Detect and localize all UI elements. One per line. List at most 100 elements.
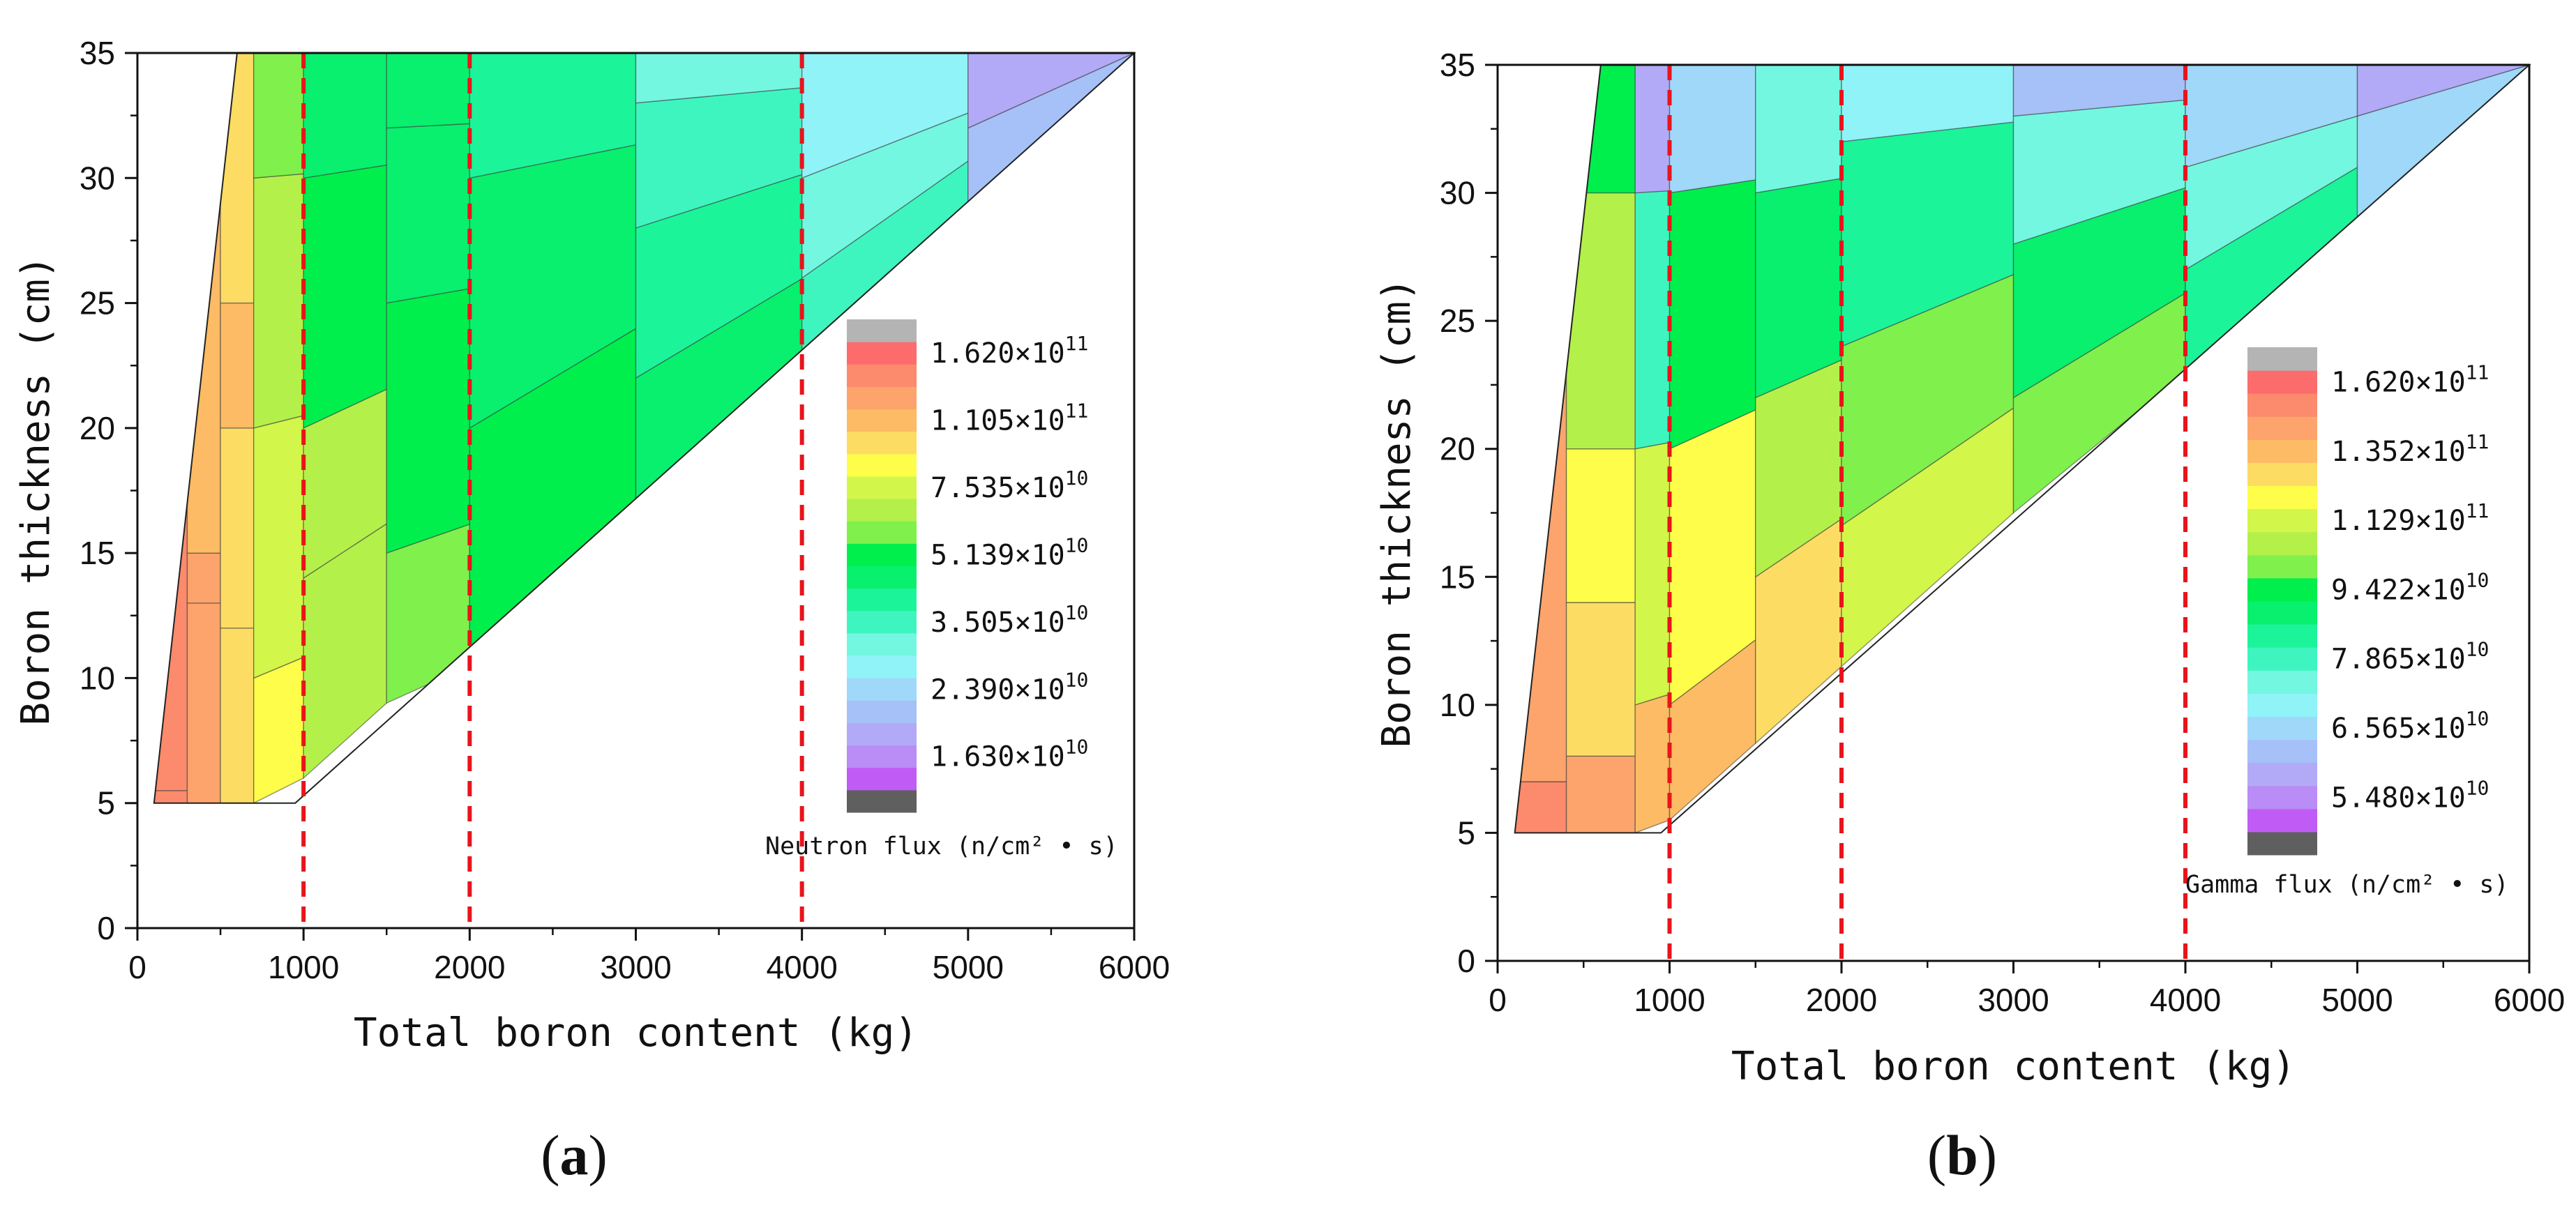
colorbar-swatch bbox=[847, 789, 917, 813]
x-tick-label: 1000 bbox=[1634, 982, 1705, 1018]
x-tick-label: 6000 bbox=[1099, 949, 1170, 985]
contour-band bbox=[1634, 65, 1671, 194]
contour-band bbox=[386, 53, 471, 129]
y-tick-label: 15 bbox=[1440, 559, 1475, 595]
y-tick-label: 30 bbox=[1440, 175, 1475, 211]
contour-band bbox=[1514, 781, 1567, 833]
colorbar-swatch bbox=[847, 655, 917, 678]
contour-band bbox=[1565, 192, 1636, 450]
y-tick-label: 0 bbox=[1457, 943, 1475, 979]
colorbar-swatch bbox=[2247, 508, 2317, 533]
y-tick-label: 0 bbox=[97, 910, 115, 946]
contour-band bbox=[253, 173, 304, 429]
contour-band bbox=[153, 790, 188, 803]
contour-band bbox=[153, 53, 188, 791]
colorbar-label: 2.390×1010 bbox=[931, 668, 1088, 706]
colorbar-swatch bbox=[847, 722, 917, 746]
panel-label-a: (a) bbox=[541, 1123, 608, 1187]
colorbar-swatch bbox=[847, 678, 917, 701]
colorbar-swatch bbox=[847, 610, 917, 634]
y-tick-label: 35 bbox=[1440, 47, 1475, 83]
colorbar-swatch bbox=[847, 431, 917, 455]
contour-band bbox=[186, 53, 221, 554]
colorbar-swatch bbox=[2247, 577, 2317, 602]
contour-band bbox=[1669, 65, 1756, 194]
colorbar-title: Neutron flux (n/cm² • s) bbox=[765, 833, 1118, 860]
colorbar-swatch bbox=[2247, 393, 2317, 417]
colorbar-swatch bbox=[2247, 647, 2317, 671]
colorbar-swatch bbox=[847, 386, 917, 410]
contour-band bbox=[186, 552, 221, 604]
contour-band bbox=[1755, 177, 1842, 399]
contour-band bbox=[635, 53, 803, 104]
contour-band bbox=[1634, 693, 1671, 833]
panel-b: 0 1000 2000 3000 4000 5000 6000 0 5 10 15 20 25 30 35 T… bbox=[1288, 0, 2576, 1214]
colorbar-label: 1.352×1011 bbox=[2331, 430, 2489, 468]
colorbar-swatch bbox=[847, 409, 917, 432]
contour-band bbox=[1669, 179, 1756, 450]
contour-band bbox=[1755, 65, 1842, 194]
colorbar-swatch bbox=[2247, 693, 2317, 717]
colorbar-swatch bbox=[847, 453, 917, 477]
contour-band bbox=[469, 53, 637, 179]
x-tick-label: 1000 bbox=[268, 949, 339, 985]
contour-band bbox=[1565, 448, 1636, 603]
panel-label-b: (b) bbox=[1927, 1123, 1998, 1187]
x-tick-label: 4000 bbox=[766, 949, 837, 985]
colorbar-swatch bbox=[2247, 439, 2317, 463]
colorbar-label: 9.422×1010 bbox=[2331, 568, 2489, 606]
colorbar-swatch bbox=[847, 543, 917, 566]
contour-band bbox=[303, 164, 387, 429]
colorbar-label: 3.505×1010 bbox=[931, 601, 1088, 639]
contour-band bbox=[1565, 755, 1636, 833]
colorbar-label: 1.620×1011 bbox=[2331, 361, 2489, 399]
neutron-flux-contour-chart: 0 1000 2000 3000 4000 5000 6000 0 5 10 15 20 25 30 35 T… bbox=[13, 35, 1170, 1056]
contour-band bbox=[2356, 65, 2529, 117]
colorbar-swatch bbox=[2247, 785, 2317, 810]
colorbar-label: 6.565×1010 bbox=[2331, 707, 2489, 745]
y-tick-label: 5 bbox=[97, 785, 115, 821]
contour-band bbox=[1565, 65, 1636, 194]
x-tick-label: 3000 bbox=[600, 949, 671, 985]
contour-field bbox=[1514, 65, 2529, 833]
x-tick-label: 5000 bbox=[2321, 982, 2393, 1018]
contour-band bbox=[220, 302, 255, 429]
colorbar-swatch bbox=[2247, 808, 2317, 833]
colorbar-label: 1.620×1011 bbox=[931, 332, 1088, 370]
gamma-flux-contour-chart: 0 1000 2000 3000 4000 5000 6000 0 5 10 15 20 25 30 35 T… bbox=[1374, 47, 2565, 1089]
colorbar-swatch bbox=[847, 700, 917, 723]
colorbar-swatch bbox=[2247, 370, 2317, 394]
colorbar-swatch bbox=[847, 319, 917, 342]
colorbar-swatch bbox=[2247, 601, 2317, 625]
colorbar-swatch bbox=[2247, 670, 2317, 694]
colorbar-swatch bbox=[2247, 739, 2317, 764]
colorbar-label: 1.129×1011 bbox=[2331, 499, 2489, 537]
colorbar-swatch bbox=[847, 566, 917, 589]
x-tick-label: 5000 bbox=[933, 949, 1004, 985]
contour-band bbox=[253, 656, 304, 803]
contour-band bbox=[220, 427, 255, 629]
colorbar-swatch bbox=[2247, 762, 2317, 787]
x-tick-label: 2000 bbox=[1806, 982, 1877, 1018]
colorbar-swatch bbox=[847, 767, 917, 791]
x-tick-label: 2000 bbox=[434, 949, 505, 985]
contour-band bbox=[303, 53, 387, 179]
contour-band bbox=[186, 602, 221, 803]
x-tick-label: 0 bbox=[1489, 982, 1507, 1018]
y-axis-title: Boron thickness (cm) bbox=[1374, 278, 1419, 748]
contour-band bbox=[801, 53, 969, 179]
y-tick-label: 30 bbox=[80, 160, 115, 196]
colorbar-swatch bbox=[847, 632, 917, 656]
y-axis-title: Boron thickness (cm) bbox=[13, 255, 59, 725]
x-tick-label: 4000 bbox=[2150, 982, 2221, 1018]
x-tick-label: 0 bbox=[128, 949, 146, 985]
colorbar-swatch bbox=[2247, 624, 2317, 648]
y-tick-label: 10 bbox=[1440, 687, 1475, 723]
contour-band bbox=[386, 123, 471, 304]
contour-band bbox=[253, 415, 304, 679]
contour-band bbox=[386, 523, 471, 704]
colorbar-swatch bbox=[847, 499, 917, 522]
contour-band bbox=[2012, 65, 2186, 117]
y-tick-label: 25 bbox=[1440, 303, 1475, 339]
colorbar-title: Gamma flux (n/cm² • s) bbox=[2185, 871, 2509, 899]
